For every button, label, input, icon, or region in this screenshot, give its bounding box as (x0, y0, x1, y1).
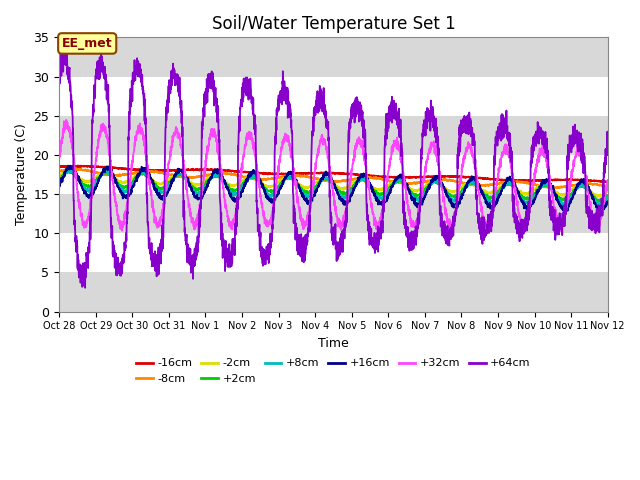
+2cm (593, 197, 601, 203)
+2cm (266, 189, 273, 194)
-16cm (266, 170, 273, 176)
+64cm (604, 147, 612, 153)
-16cm (74, 163, 82, 168)
-8cm (534, 182, 542, 188)
+32cm (604, 179, 612, 185)
+64cm (55, 67, 63, 72)
+8cm (604, 196, 612, 202)
+8cm (593, 200, 601, 206)
+16cm (604, 199, 612, 204)
-16cm (55, 164, 63, 170)
+2cm (596, 199, 604, 204)
+32cm (150, 220, 158, 226)
+16cm (266, 197, 273, 203)
+32cm (63, 117, 70, 123)
-2cm (55, 173, 63, 179)
X-axis label: Time: Time (318, 337, 349, 350)
+16cm (55, 182, 63, 188)
-16cm (290, 171, 298, 177)
Text: EE_met: EE_met (62, 37, 113, 50)
-2cm (266, 184, 273, 190)
Legend: -16cm, -8cm, -2cm, +2cm, +8cm, +16cm, +32cm, +64cm: -16cm, -8cm, -2cm, +2cm, +8cm, +16cm, +3… (132, 354, 535, 388)
+16cm (534, 188, 542, 194)
-16cm (534, 177, 542, 183)
Title: Soil/Water Temperature Set 1: Soil/Water Temperature Set 1 (212, 15, 455, 33)
+16cm (150, 187, 158, 192)
Line: -16cm: -16cm (59, 166, 608, 182)
-2cm (64, 168, 72, 174)
+8cm (68, 167, 76, 172)
+16cm (593, 204, 601, 210)
Bar (59, 155, 608, 194)
-16cm (150, 168, 158, 174)
+32cm (593, 222, 601, 228)
+32cm (266, 221, 273, 227)
+64cm (266, 252, 274, 257)
+8cm (55, 181, 63, 187)
-16cm (604, 180, 612, 185)
-2cm (290, 177, 298, 183)
-16cm (593, 178, 601, 184)
+8cm (598, 203, 606, 208)
+32cm (534, 153, 542, 158)
-2cm (593, 193, 601, 199)
+32cm (290, 168, 298, 173)
+32cm (118, 225, 125, 230)
Line: -8cm: -8cm (59, 168, 608, 188)
+64cm (58, 44, 65, 50)
+2cm (65, 167, 72, 173)
+64cm (290, 220, 298, 226)
Bar (59, 76, 608, 116)
+16cm (67, 163, 74, 168)
+64cm (118, 268, 126, 274)
+64cm (593, 221, 601, 227)
Bar (59, 233, 608, 273)
+32cm (55, 152, 63, 157)
Line: +64cm: +64cm (59, 47, 608, 288)
+64cm (151, 260, 159, 265)
-2cm (595, 193, 603, 199)
+2cm (55, 176, 63, 182)
-8cm (290, 173, 298, 179)
-8cm (604, 184, 612, 190)
Line: +16cm: +16cm (59, 166, 608, 213)
-8cm (593, 181, 601, 187)
-8cm (266, 176, 273, 182)
-2cm (118, 180, 125, 186)
-8cm (69, 166, 77, 171)
Line: +2cm: +2cm (59, 170, 608, 202)
+2cm (604, 193, 612, 199)
Line: -2cm: -2cm (59, 171, 608, 196)
+2cm (534, 187, 542, 192)
Y-axis label: Temperature (C): Temperature (C) (15, 123, 28, 226)
-2cm (150, 179, 158, 184)
-8cm (55, 168, 63, 174)
-8cm (550, 185, 558, 191)
Line: +32cm: +32cm (59, 120, 608, 231)
+2cm (290, 177, 298, 183)
+16cm (118, 191, 125, 196)
+64cm (81, 285, 89, 291)
+8cm (266, 194, 273, 200)
+8cm (118, 189, 125, 194)
Line: +8cm: +8cm (59, 169, 608, 205)
-2cm (604, 189, 612, 194)
-8cm (118, 172, 125, 178)
+8cm (150, 183, 158, 189)
+8cm (534, 189, 542, 194)
-2cm (534, 183, 542, 189)
+8cm (290, 177, 298, 182)
-8cm (150, 169, 158, 175)
+32cm (557, 228, 564, 234)
+16cm (290, 173, 298, 179)
+64cm (534, 133, 542, 139)
+2cm (118, 182, 125, 188)
+2cm (150, 182, 158, 188)
-16cm (118, 166, 125, 171)
+16cm (596, 210, 604, 216)
